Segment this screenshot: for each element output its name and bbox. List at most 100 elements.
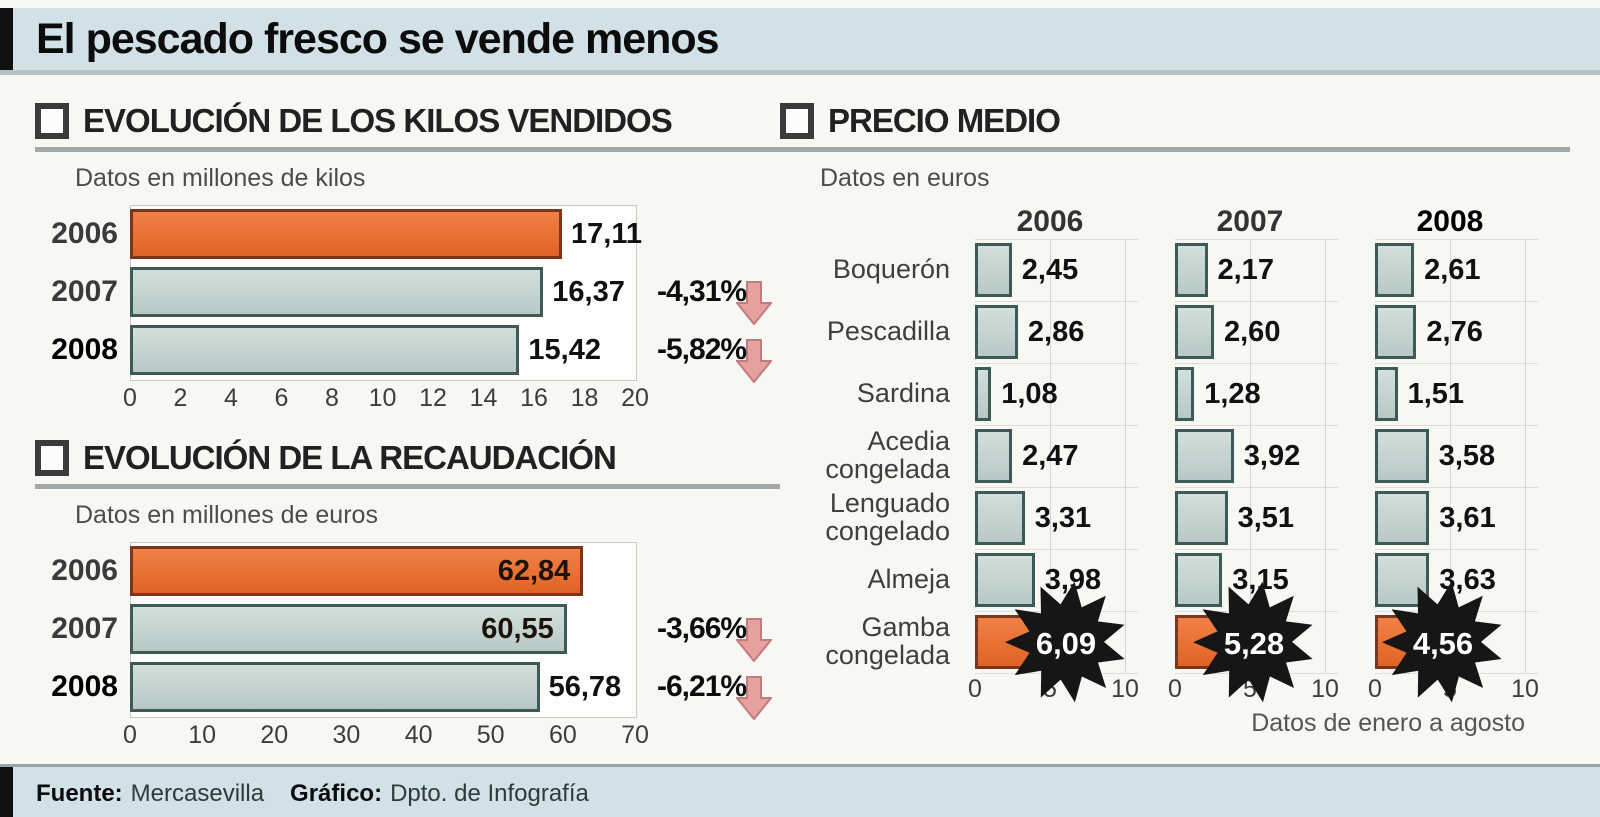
value-label: 2,86 [1027, 316, 1085, 348]
pct-change: -3,66% [657, 600, 773, 662]
bar-2007 [130, 267, 544, 317]
bar-2006 [130, 209, 562, 259]
section-rule [35, 147, 780, 152]
species-label: Lenguado congelado [825, 488, 950, 546]
axis-tick: 10 [1511, 675, 1539, 703]
species-label: Acedia congelada [825, 426, 950, 484]
bar-Pescadilla [975, 305, 1018, 359]
bar-row: 2008 56,78 -6,21% [35, 658, 780, 720]
footer-band: Fuente: Mercasevilla Gráfico: Dpto. de Info… [0, 764, 1600, 817]
value-label: 2,60 [1224, 316, 1281, 348]
bar-row: 2006 62,84 [35, 542, 780, 600]
decline-arrow-icon [736, 339, 773, 383]
bar-Boquerón [1375, 243, 1415, 297]
bar-row: 2007 60,55 -3,66% [35, 600, 780, 662]
left-column: EVOLUCIÓN DE LOS KILOS VENDIDOS Datos en… [35, 100, 780, 749]
gridline [1325, 239, 1326, 673]
highlight-burst: 6,09 [1005, 581, 1125, 703]
source-value: Mercasevilla [130, 780, 265, 807]
gridline [975, 363, 1138, 364]
year-label: 2007 [51, 275, 118, 308]
gridline [1175, 425, 1338, 426]
bar-Lenguado congelado [1175, 491, 1228, 545]
section-title: EVOLUCIÓN DE LOS KILOS VENDIDOS [83, 102, 673, 139]
axis-tick: 16 [520, 384, 548, 412]
section-precio-medio: PRECIO MEDIO Datos en euros Boquerón Pesc… [780, 100, 1570, 738]
axis-tick: 8 [325, 384, 339, 412]
gridline [975, 487, 1138, 488]
value-label: 2,17 [1217, 254, 1274, 286]
section-kilos-vendidos: EVOLUCIÓN DE LOS KILOS VENDIDOS Datos en… [35, 100, 780, 412]
value-label: 62,84 [497, 555, 571, 587]
axis-tick: 14 [469, 384, 498, 412]
gridline [1375, 549, 1538, 550]
section-title: EVOLUCIÓN DE LA RECAUDACIÓN [83, 439, 617, 476]
value-label: 3,61 [1439, 502, 1496, 534]
axis-tick: 10 [1111, 675, 1139, 703]
species-label: Boquerón [832, 254, 950, 285]
recaudacion-chart: 2006 62,84 2007 60,55 -3,66% 2008 56,78 -6,21% 0… [35, 542, 780, 749]
pct-change: -6,21% [657, 658, 773, 720]
svg-text:5,28: 5,28 [1224, 626, 1284, 661]
axis-tick: 0 [968, 675, 982, 703]
axis-tick: 0 [1368, 675, 1382, 703]
axis-tick: 0 [1168, 675, 1182, 703]
value-label: 1,28 [1204, 378, 1261, 410]
axis-tick: 10 [1311, 675, 1339, 703]
year-label: 2008 [51, 670, 118, 703]
value-label: 16,37 [552, 276, 625, 308]
species-label: Pescadilla [826, 316, 950, 347]
value-label: 3,58 [1438, 440, 1496, 472]
gridline [1175, 549, 1338, 550]
credits: Fuente: Mercasevilla Gráfico: Dpto. de Info… [0, 767, 1600, 808]
section-recaudacion: EVOLUCIÓN DE LA RECAUDACIÓN Datos en mil… [35, 437, 780, 749]
bar-Sardina [1175, 367, 1195, 421]
precio-medio-charts: Boquerón Pescadilla Sardina Acedia congelad… [780, 205, 1570, 703]
bar-Lenguado congelado [1375, 491, 1430, 545]
value-label: 1,08 [1001, 378, 1058, 410]
bar-Boquerón [975, 243, 1012, 297]
section-bullet-icon [780, 103, 814, 139]
year-chart-2007: 2007 2,17 2,60 1,28 3,92 3,51 3,15 5,28 0 5 10 [1168, 205, 1339, 703]
x-axis: 0 2 4 6 8 10 12 14 16 18 20 [123, 382, 649, 412]
gridline [1375, 363, 1538, 364]
bar-row: 2008 15,42 -5,82% [35, 321, 780, 383]
decline-arrow-icon [736, 676, 773, 720]
chart-subtitle: Datos en millones de kilos [75, 164, 366, 192]
bar-Lenguado congelado [975, 491, 1025, 545]
gridline [975, 549, 1138, 550]
gridline [1375, 239, 1538, 240]
axis-tick: 30 [332, 721, 361, 749]
gridline [1525, 239, 1526, 673]
section-rule [780, 147, 1570, 152]
source-label: Fuente: [36, 780, 123, 807]
value-label: 2,45 [1021, 254, 1079, 286]
bar-2008 [130, 325, 520, 375]
gridline [1375, 425, 1538, 426]
value-label: 2,61 [1424, 254, 1481, 286]
x-axis: 0 10 20 30 40 50 60 70 [123, 719, 649, 749]
bar-2006: 62,84 [130, 546, 584, 596]
header-accent-bar [0, 8, 13, 70]
gridline [1450, 239, 1451, 673]
value-label: 2,76 [1426, 316, 1483, 348]
bar-Acedia congelada [1175, 429, 1234, 483]
footer-accent-bar [0, 767, 13, 817]
value-label: 1,51 [1407, 378, 1465, 410]
axis-tick: 12 [419, 384, 447, 412]
gridline [975, 301, 1138, 302]
year-header: 2006 [1016, 205, 1084, 238]
bar-Acedia congelada [1375, 429, 1429, 483]
axis-tick: 70 [621, 721, 649, 749]
pct-change: -5,82% [657, 321, 773, 383]
species-label: Sardina [856, 378, 950, 409]
species-labels: Boquerón Pescadilla Sardina Acedia congelad… [780, 205, 950, 701]
axis-tick: 4 [224, 384, 238, 412]
decline-arrow-icon [736, 281, 773, 325]
value-label: 3,92 [1243, 440, 1301, 472]
value-label: 15,42 [528, 334, 601, 366]
page-title: El pescado fresco se vende menos [36, 15, 720, 63]
